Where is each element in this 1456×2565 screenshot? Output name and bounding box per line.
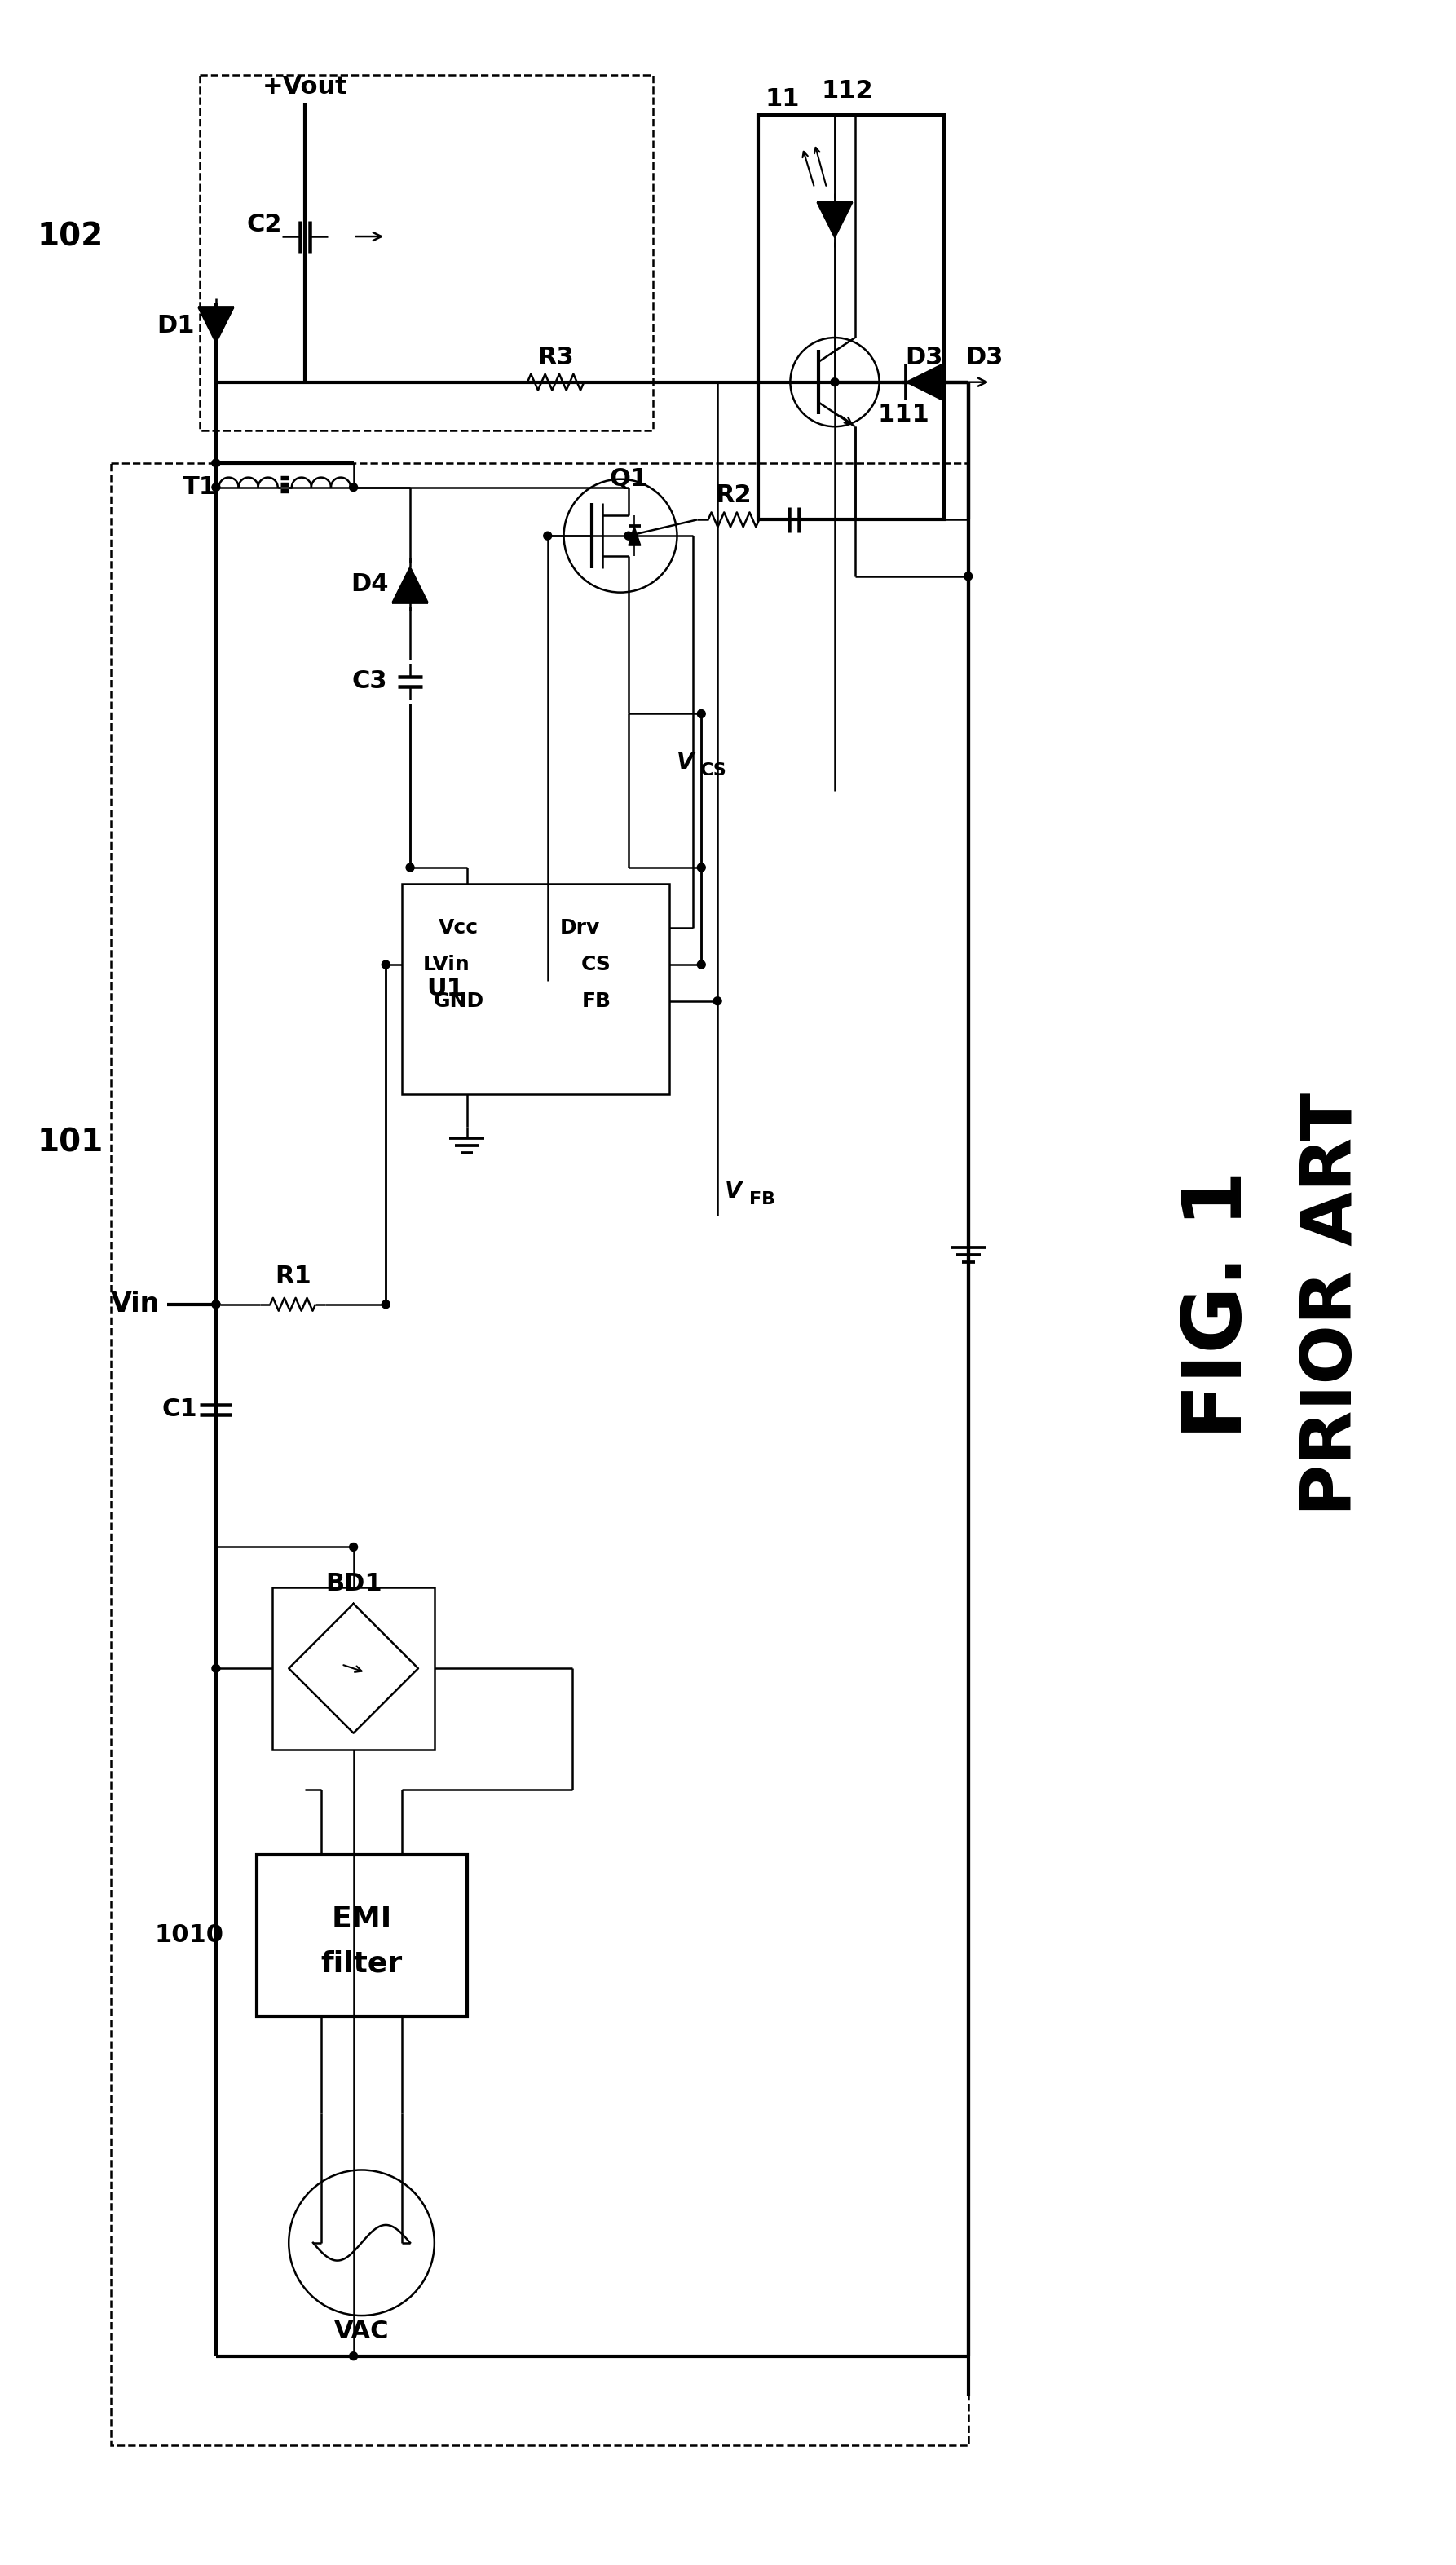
Polygon shape: [198, 308, 234, 344]
Text: R2: R2: [715, 485, 751, 508]
Circle shape: [697, 959, 705, 970]
Text: GND: GND: [434, 990, 483, 1011]
Circle shape: [349, 1544, 358, 1552]
Bar: [272, 1588, 434, 1749]
Circle shape: [697, 711, 705, 718]
Text: R1: R1: [275, 1265, 312, 1288]
Circle shape: [697, 864, 705, 872]
Text: VAC: VAC: [333, 2319, 389, 2344]
Circle shape: [349, 2352, 358, 2360]
Text: C2: C2: [246, 213, 282, 236]
Circle shape: [406, 864, 414, 872]
Text: LVin: LVin: [422, 954, 470, 975]
Text: 112: 112: [821, 80, 872, 103]
Text: Vcc: Vcc: [438, 918, 479, 939]
Circle shape: [213, 482, 220, 492]
Text: CS: CS: [581, 954, 612, 975]
Bar: [111, 464, 968, 2444]
Circle shape: [213, 459, 220, 467]
Circle shape: [713, 998, 722, 1005]
Circle shape: [349, 482, 358, 492]
Text: PRIOR ART: PRIOR ART: [1299, 1093, 1366, 1516]
Text: 101: 101: [38, 1126, 103, 1157]
Polygon shape: [629, 526, 641, 546]
Circle shape: [543, 531, 552, 539]
Polygon shape: [392, 567, 428, 603]
Text: FB: FB: [581, 990, 612, 1011]
Text: 111: 111: [878, 403, 929, 426]
Circle shape: [213, 1300, 220, 1308]
Text: R3: R3: [537, 346, 574, 369]
Polygon shape: [906, 364, 942, 400]
Text: V: V: [725, 1180, 743, 1203]
Text: CS: CS: [700, 762, 727, 780]
Text: Vin: Vin: [111, 1290, 160, 1318]
Text: D3: D3: [904, 346, 942, 369]
Text: 1010: 1010: [154, 1924, 224, 1947]
Bar: [759, 115, 943, 521]
Text: 102: 102: [38, 221, 103, 251]
Text: filter: filter: [320, 1949, 402, 1978]
Text: D1: D1: [157, 313, 195, 339]
Polygon shape: [817, 203, 853, 239]
Text: V: V: [677, 752, 695, 775]
Circle shape: [213, 1300, 220, 1308]
Circle shape: [213, 1665, 220, 1672]
Text: U1: U1: [427, 977, 463, 1000]
Text: FB: FB: [748, 1190, 775, 1208]
Circle shape: [964, 572, 973, 580]
Text: D4: D4: [351, 572, 389, 595]
Text: EMI: EMI: [332, 1906, 392, 1934]
Circle shape: [831, 377, 839, 387]
Bar: [199, 74, 652, 431]
Circle shape: [381, 959, 390, 970]
Text: Q1: Q1: [609, 467, 648, 490]
Bar: [402, 885, 668, 1095]
Text: FIG. 1: FIG. 1: [1179, 1170, 1258, 1439]
Circle shape: [381, 1300, 390, 1308]
Text: D3: D3: [965, 346, 1003, 369]
Text: C1: C1: [162, 1398, 198, 1421]
Bar: [256, 1854, 467, 2016]
Text: 11: 11: [764, 87, 799, 110]
Text: BD1: BD1: [325, 1572, 381, 1595]
Text: Drv: Drv: [561, 918, 600, 939]
Text: T1: T1: [182, 475, 217, 500]
Circle shape: [625, 531, 632, 539]
Text: C3: C3: [352, 669, 387, 693]
Text: +Vout: +Vout: [262, 74, 348, 97]
